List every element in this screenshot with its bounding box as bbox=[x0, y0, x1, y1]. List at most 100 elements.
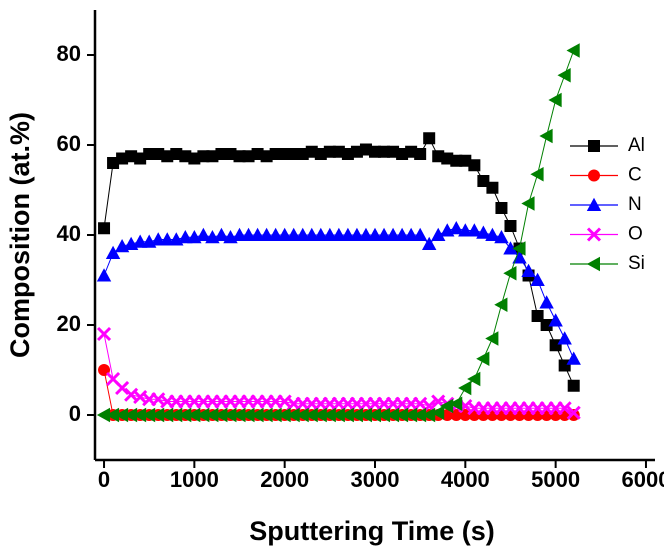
data-point bbox=[179, 150, 192, 163]
data-point bbox=[143, 148, 156, 160]
data-point bbox=[548, 313, 563, 327]
data-point bbox=[467, 371, 481, 387]
data-point bbox=[450, 409, 463, 421]
data-point bbox=[268, 407, 282, 423]
data-point bbox=[485, 331, 499, 346]
data-point bbox=[566, 43, 580, 58]
data-point bbox=[98, 222, 111, 235]
data-point bbox=[341, 148, 354, 160]
data-point bbox=[350, 145, 363, 158]
data-point bbox=[412, 227, 428, 241]
data-point bbox=[486, 181, 499, 194]
data-point bbox=[349, 407, 363, 423]
data-point bbox=[431, 405, 445, 420]
legend-label: O bbox=[628, 224, 643, 245]
data-point bbox=[161, 150, 174, 163]
data-point bbox=[125, 150, 138, 163]
data-point bbox=[449, 396, 463, 411]
data-point bbox=[412, 407, 427, 423]
data-point bbox=[322, 227, 338, 241]
data-point bbox=[376, 227, 392, 241]
data-point bbox=[241, 227, 256, 241]
data-point bbox=[278, 148, 291, 160]
data-point bbox=[169, 407, 183, 423]
x-tick-label: 5000 bbox=[531, 467, 580, 492]
data-point bbox=[385, 227, 401, 241]
data-point bbox=[394, 227, 410, 241]
data-point bbox=[495, 202, 508, 214]
data-point bbox=[504, 220, 517, 232]
data-point bbox=[114, 407, 129, 423]
data-point bbox=[566, 351, 581, 365]
data-point bbox=[405, 145, 418, 158]
data-point bbox=[332, 145, 345, 158]
data-point bbox=[178, 230, 193, 244]
data-point bbox=[233, 150, 246, 163]
legend-label: Si bbox=[628, 253, 645, 274]
x-axis-label: Sputtering Time (s) bbox=[249, 516, 495, 546]
legend-marker bbox=[586, 227, 602, 242]
legend-label: N bbox=[628, 194, 642, 215]
data-point bbox=[313, 407, 327, 423]
legend-marker bbox=[586, 197, 602, 211]
data-point bbox=[170, 148, 183, 160]
data-point bbox=[96, 326, 112, 342]
data-point bbox=[396, 148, 409, 160]
data-point bbox=[378, 145, 391, 158]
data-point bbox=[197, 150, 210, 163]
y-tick-label: 80 bbox=[57, 41, 81, 66]
data-point bbox=[160, 232, 175, 246]
data-point bbox=[458, 223, 473, 237]
data-point bbox=[123, 407, 138, 423]
x-tick-label: 6000 bbox=[621, 467, 664, 492]
data-point bbox=[96, 268, 112, 282]
data-point bbox=[314, 148, 327, 160]
data-point bbox=[359, 143, 372, 156]
data-point bbox=[259, 407, 273, 423]
data-point bbox=[512, 241, 526, 256]
data-point bbox=[340, 227, 356, 241]
data-point bbox=[295, 227, 310, 241]
data-point bbox=[540, 319, 553, 331]
data-point bbox=[96, 407, 111, 423]
data-point bbox=[286, 407, 300, 423]
data-point bbox=[214, 227, 229, 241]
y-tick-label: 40 bbox=[57, 221, 81, 246]
data-point bbox=[549, 339, 562, 352]
data-point bbox=[187, 407, 201, 423]
data-point bbox=[468, 159, 481, 172]
data-point bbox=[105, 245, 121, 259]
y-tick-label: 0 bbox=[69, 401, 81, 426]
data-point bbox=[116, 152, 129, 165]
data-point bbox=[141, 407, 156, 423]
data-point bbox=[331, 227, 347, 241]
data-point bbox=[132, 407, 147, 423]
data-point bbox=[459, 154, 472, 167]
data-point bbox=[260, 150, 273, 163]
legend-label: C bbox=[628, 165, 642, 186]
data-point bbox=[557, 331, 572, 345]
data-point bbox=[232, 407, 246, 423]
x-tick-label: 4000 bbox=[441, 467, 490, 492]
y-tick-label: 60 bbox=[57, 131, 81, 156]
data-point bbox=[530, 167, 544, 182]
data-point bbox=[449, 221, 464, 235]
data-point bbox=[215, 148, 228, 160]
data-point bbox=[358, 407, 372, 423]
data-point bbox=[160, 407, 174, 423]
data-point bbox=[494, 230, 509, 244]
data-point bbox=[223, 407, 237, 423]
data-point bbox=[105, 407, 120, 423]
legend-marker bbox=[588, 140, 600, 152]
data-point bbox=[241, 407, 255, 423]
data-point bbox=[376, 407, 391, 423]
data-point bbox=[567, 409, 580, 421]
data-point bbox=[403, 407, 418, 423]
data-point bbox=[557, 401, 572, 416]
data-point bbox=[441, 409, 454, 421]
data-point bbox=[521, 196, 535, 211]
data-point bbox=[431, 227, 446, 241]
data-point bbox=[287, 148, 300, 160]
data-point bbox=[367, 407, 381, 423]
